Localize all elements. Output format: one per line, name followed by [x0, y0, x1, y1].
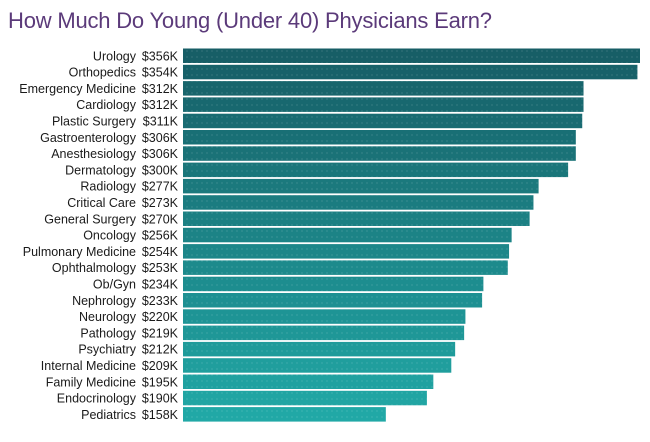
bar-texture-endocrinology: [183, 390, 427, 406]
value-label-ob-gyn: $234K: [142, 277, 179, 291]
category-label-pathology: Pathology: [80, 326, 136, 340]
value-label-nephrology: $233K: [142, 294, 179, 308]
category-label-endocrinology: Endocrinology: [57, 392, 137, 406]
category-label-nephrology: Nephrology: [72, 294, 137, 308]
bar-texture-pathology: [183, 325, 465, 341]
category-label-orthopedics: Orthopedics: [69, 66, 136, 80]
bar-texture-pediatrics: [183, 407, 386, 422]
value-label-internal-medicine: $209K: [142, 359, 179, 373]
category-label-family-medicine: Family Medicine: [46, 375, 136, 389]
value-label-cardiology: $312K: [142, 98, 179, 112]
bar-texture-general-surgery: [183, 211, 530, 226]
category-label-general-surgery: General Surgery: [44, 212, 136, 226]
value-label-endocrinology: $190K: [142, 392, 179, 406]
bar-texture-dermatology: [183, 162, 569, 178]
category-label-neurology: Neurology: [79, 310, 137, 324]
category-label-anesthesiology: Anesthesiology: [51, 147, 137, 161]
category-label-plastic-surgery: Plastic Surgery: [52, 114, 137, 128]
bar-texture-psychiatry: [183, 341, 456, 357]
bar-texture-nephrology: [183, 293, 483, 308]
value-label-pediatrics: $158K: [142, 408, 179, 422]
value-label-critical-care: $273K: [142, 196, 179, 210]
bar-texture-anesthesiology: [183, 146, 576, 161]
value-label-plastic-surgery: $311K: [143, 114, 179, 128]
value-label-gastroenterology: $306K: [142, 131, 179, 145]
value-label-ophthalmology: $253K: [142, 261, 179, 275]
value-label-urology: $356K: [142, 49, 179, 63]
category-label-critical-care: Critical Care: [67, 196, 136, 210]
value-label-psychiatry: $212K: [142, 343, 179, 357]
bar-texture-ophthalmology: [183, 260, 508, 275]
value-label-radiology: $277K: [142, 180, 179, 194]
bar-texture-urology: [183, 48, 640, 63]
category-label-emergency-medicine: Emergency Medicine: [19, 82, 136, 96]
category-label-urology: Urology: [93, 49, 137, 63]
bar-texture-family-medicine: [183, 374, 434, 389]
category-label-ob-gyn: Ob/Gyn: [93, 277, 136, 291]
category-label-radiology: Radiology: [80, 180, 136, 194]
bar-texture-neurology: [183, 309, 466, 324]
bar-texture-pulmonary-medicine: [183, 244, 510, 259]
bar-texture-emergency-medicine: [183, 81, 584, 96]
category-label-psychiatry: Psychiatry: [78, 343, 136, 357]
category-label-dermatology: Dermatology: [65, 163, 137, 177]
value-label-oncology: $256K: [142, 229, 179, 243]
value-label-pathology: $219K: [142, 326, 179, 340]
chart-title: How Much Do Young (Under 40) Physicians …: [8, 8, 492, 33]
bar-texture-radiology: [183, 178, 539, 194]
bar-texture-oncology: [183, 227, 512, 243]
bar-texture-ob-gyn: [183, 276, 484, 292]
category-label-oncology: Oncology: [83, 229, 137, 243]
value-label-orthopedics: $354K: [142, 66, 179, 80]
category-label-pediatrics: Pediatrics: [81, 408, 136, 422]
bar-texture-plastic-surgery: [183, 113, 583, 129]
value-label-pulmonary-medicine: $254K: [142, 245, 179, 259]
category-label-internal-medicine: Internal Medicine: [41, 359, 136, 373]
bar-texture-cardiology: [183, 97, 584, 112]
value-label-family-medicine: $195K: [142, 375, 179, 389]
value-label-neurology: $220K: [142, 310, 179, 324]
value-label-emergency-medicine: $312K: [142, 82, 179, 96]
bar-texture-critical-care: [183, 195, 534, 210]
category-label-pulmonary-medicine: Pulmonary Medicine: [23, 245, 136, 259]
category-label-gastroenterology: Gastroenterology: [40, 131, 137, 145]
value-label-general-surgery: $270K: [142, 212, 179, 226]
bar-texture-orthopedics: [183, 64, 638, 80]
value-label-anesthesiology: $306K: [142, 147, 179, 161]
bar-texture-gastroenterology: [183, 130, 576, 145]
bar-texture-internal-medicine: [183, 358, 452, 373]
value-label-dermatology: $300K: [142, 163, 179, 177]
category-label-cardiology: Cardiology: [76, 98, 137, 112]
category-label-ophthalmology: Ophthalmology: [52, 261, 137, 275]
